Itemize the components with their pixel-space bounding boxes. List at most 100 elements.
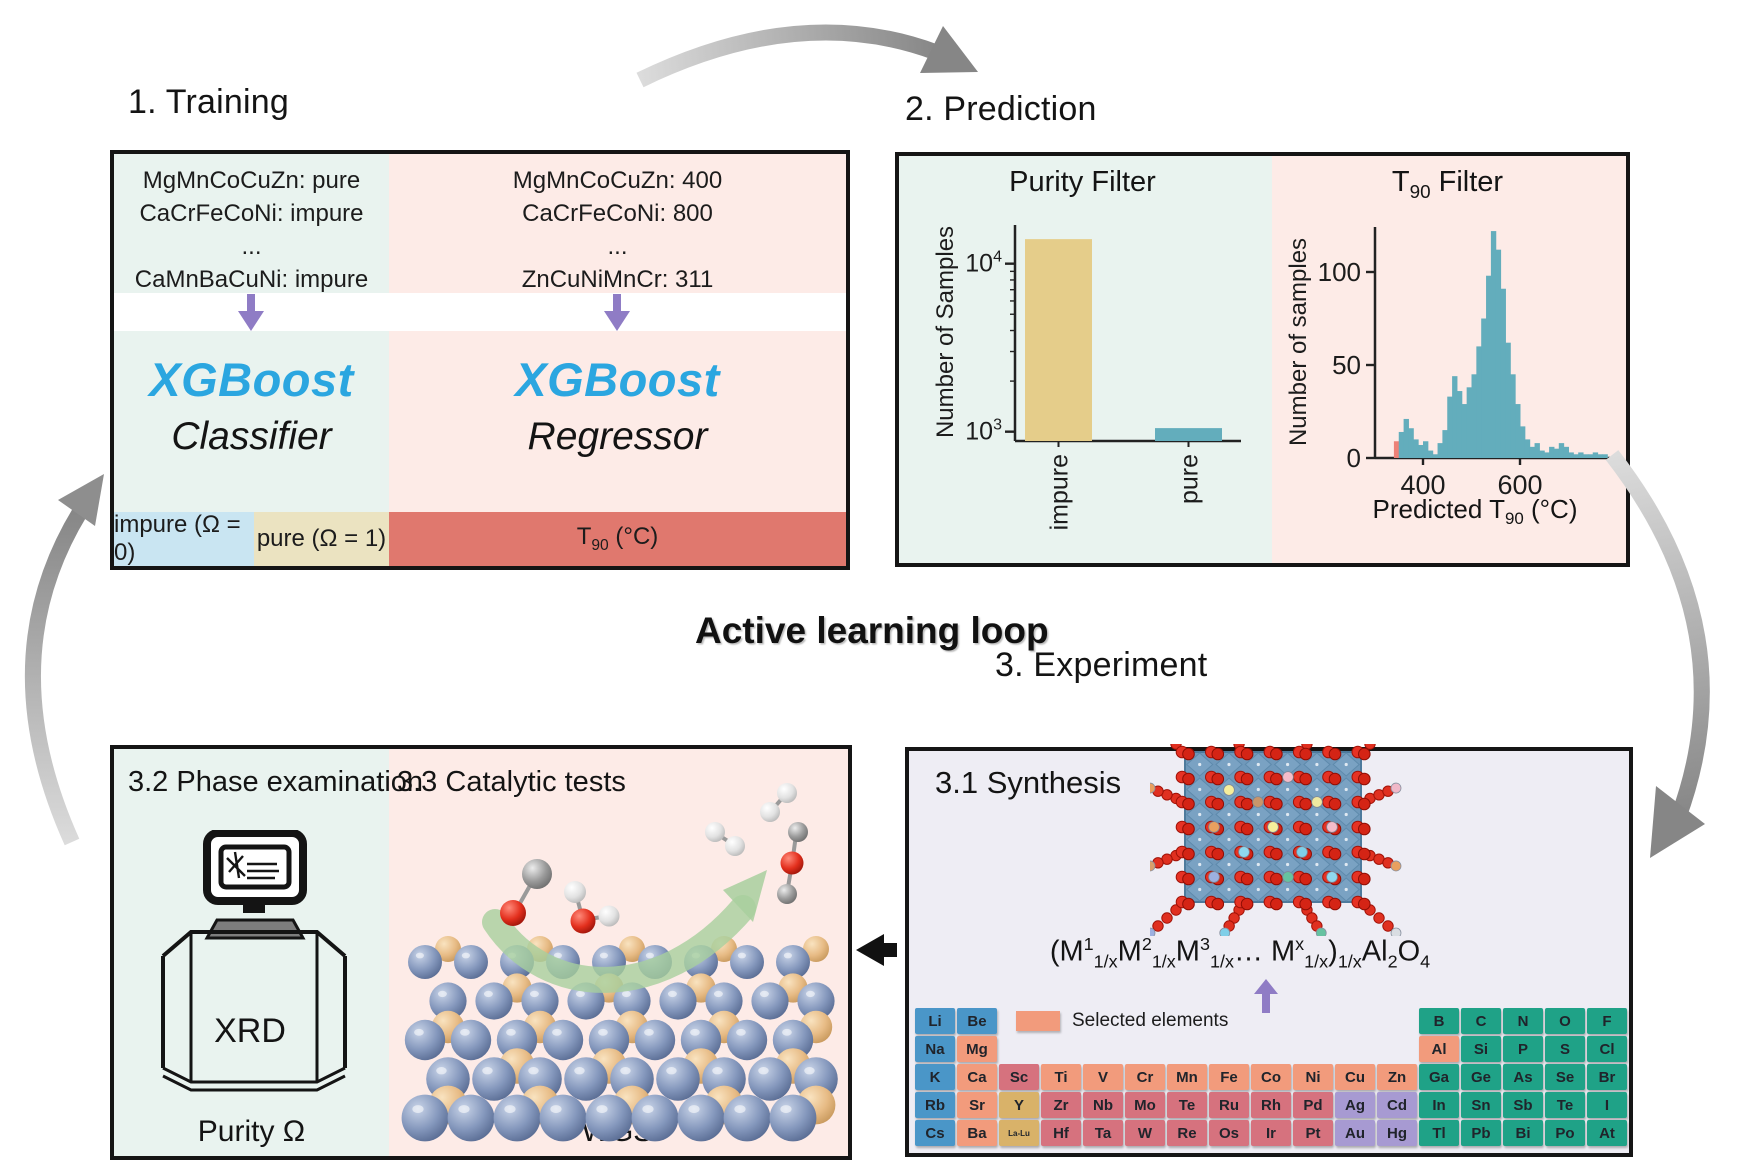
xgboost-regressor-block: XGBoost Regressor [389,352,846,459]
element-f: F [1587,1008,1627,1034]
t90-output-cell: T90 (°C) [389,512,846,566]
hist-bin [1403,418,1409,458]
hist-bin [1447,396,1453,458]
element-au: Au [1335,1120,1375,1146]
training-panel: MgMnCoCuZn: pure CaCrFeCoNi: impure ... … [110,150,850,570]
hist-bin [1510,374,1516,458]
element-al: Al [1419,1036,1459,1062]
element-si: Si [1461,1036,1501,1062]
element-nb: Nb [1083,1092,1123,1118]
element-rh: Rh [1251,1092,1291,1118]
hist-bin [1549,446,1555,458]
formula-part: 1/x [1151,951,1176,972]
element-bi: Bi [1503,1120,1543,1146]
hist-bin [1461,404,1468,458]
pure-output-cell: pure (Ω = 1) [254,512,389,566]
element-se: Se [1545,1064,1585,1090]
hist-bin [1423,441,1429,458]
hist-bin [1490,231,1497,458]
data-line: CaCrFeCoNi: 800 [522,200,713,227]
impure-output-cell: impure (Ω = 0) [114,511,254,566]
classifier-half [114,154,389,566]
element-n: N [1503,1008,1543,1034]
formula-part: 3 [1199,934,1210,954]
legend-label: Selected elements [1072,1010,1229,1031]
element-in: In [1419,1092,1459,1118]
hist-bin [1393,441,1400,458]
element-as: As [1503,1064,1543,1090]
crystal-structure-illustration [1150,744,1402,936]
y-tick-label: 100 [1318,257,1361,287]
element-be: Be [957,1008,997,1034]
element-cs: Cs [915,1120,955,1146]
regressor-label: Regressor [527,415,708,458]
element-tl: Tl [1419,1120,1459,1146]
phase-title: 3.2 Phase examination [128,766,424,798]
element-co: Co [1251,1064,1291,1090]
element-ti: Ti [1041,1064,1081,1090]
hist-bin [1432,454,1439,458]
element-c: C [1461,1008,1501,1034]
element-br: Br [1587,1064,1627,1090]
element-te: Te [1167,1092,1207,1118]
top-loop-arrow [636,24,978,88]
formula-part: x [1295,934,1305,954]
hist-bin [1495,249,1502,458]
element-cr: Cr [1125,1064,1165,1090]
element-k: K [915,1064,955,1090]
hist-bin [1587,454,1594,458]
element-mo: Mo [1125,1092,1165,1118]
t90-histogram: 0 50 100 400 600 Number of samples [1285,227,1616,500]
xrd-instrument-illustration [161,830,347,1092]
element-b: B [1419,1008,1459,1034]
element-ta: Ta [1083,1120,1123,1146]
element-os: Os [1209,1120,1249,1146]
hist-bin [1466,387,1472,458]
formula-part: 1/x [1337,951,1362,972]
formula-part: 1/x [1304,951,1329,972]
up-arrow-selection-icon [1254,979,1278,1013]
data-line: CaCrFeCoNi: impure [139,200,364,227]
element-na: Na [915,1036,955,1062]
element-cd: Cd [1377,1092,1417,1118]
element-ga: Ga [1419,1064,1459,1090]
hist-bin [1602,454,1608,458]
hist-bin [1481,318,1487,458]
hist-bin [1515,404,1521,458]
training-divider-band [114,293,846,331]
selected-elements-legend: Selected elements [1016,1010,1228,1032]
element-zn: Zn [1377,1064,1417,1090]
element-fe: Fe [1209,1064,1249,1090]
down-arrow-classifier-icon [238,294,264,331]
element-re: Re [1167,1120,1207,1146]
h2-molecule [760,802,780,822]
element-rb: Rb [915,1092,955,1118]
catalytic-title: 3.3 Catalytic tests [397,766,626,798]
classifier-training-data: MgMnCoCuZn: pure CaCrFeCoNi: impure ... … [114,164,389,296]
xrd-pattern-scribble [226,851,279,880]
hist-bin [1442,430,1448,458]
category-label: impure [1046,454,1074,530]
formula-part: 1/x [1093,951,1118,972]
formula-part: M [1175,935,1200,968]
element-ag: Ag [1335,1092,1375,1118]
element-cl: Cl [1587,1036,1627,1062]
x-tick-label: 400 [1400,470,1445,500]
t90-filter-title: T90 Filter [1391,166,1504,202]
formula-part: M [1117,935,1142,968]
hist-bin [1597,454,1603,458]
element-p: P [1503,1036,1543,1062]
element-ca: Ca [957,1064,997,1090]
hist-bin [1563,446,1569,458]
formula-part: 1 [1083,934,1094,954]
hist-bin [1539,450,1545,458]
h2o-molecule [570,908,596,934]
formula-part: Al [1361,935,1388,968]
left-loop-arrow [24,474,104,846]
formula-part: 1/x [1209,951,1234,972]
element-hg: Hg [1377,1120,1417,1146]
hist-ylabel: Number of samples [1285,238,1312,446]
element-sc: Sc [999,1064,1039,1090]
hist-bin [1398,431,1405,458]
element-pt: Pt [1293,1120,1333,1146]
